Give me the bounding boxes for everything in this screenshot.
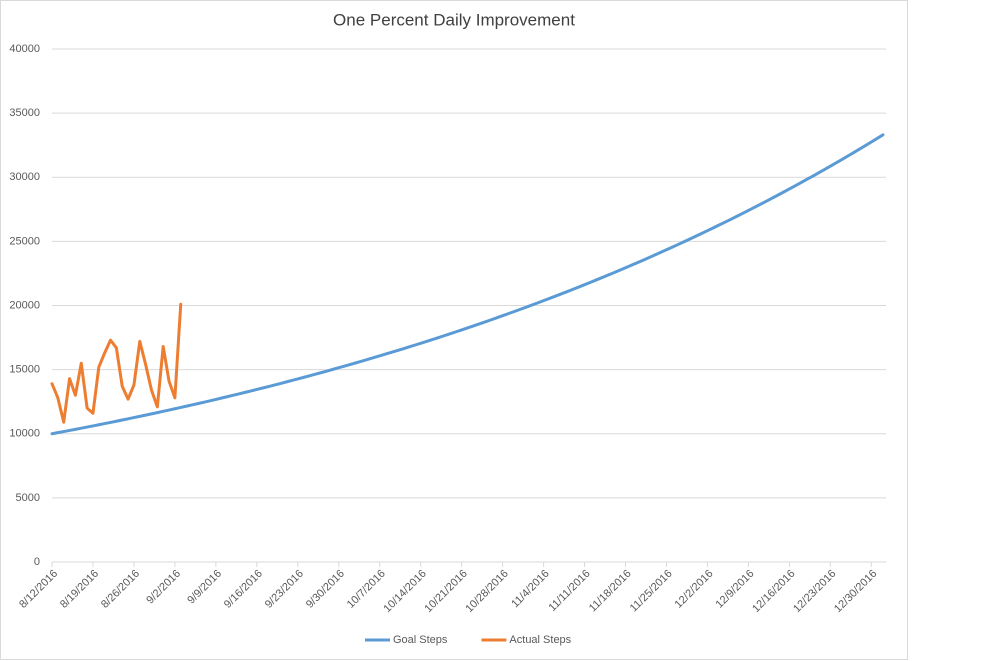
y-tick-label: 35000 [9,107,40,119]
chart-area [0,0,908,660]
data-line [50,133,885,436]
y-tick-label: 15000 [9,364,40,376]
chart-title: One Percent Daily Improvement [333,10,575,29]
y-tick-label: 40000 [9,43,40,55]
legend-label: Actual Steps [509,634,571,646]
legend-label: Goal Steps [393,634,448,646]
y-tick-label: 30000 [9,171,40,183]
y-tick-label: 25000 [9,235,40,247]
data-line [50,302,183,424]
y-tick-label: 5000 [16,492,40,504]
y-tick-label: 0 [34,556,40,568]
y-tick-label: 20000 [9,299,40,311]
y-tick-label: 10000 [9,428,40,440]
